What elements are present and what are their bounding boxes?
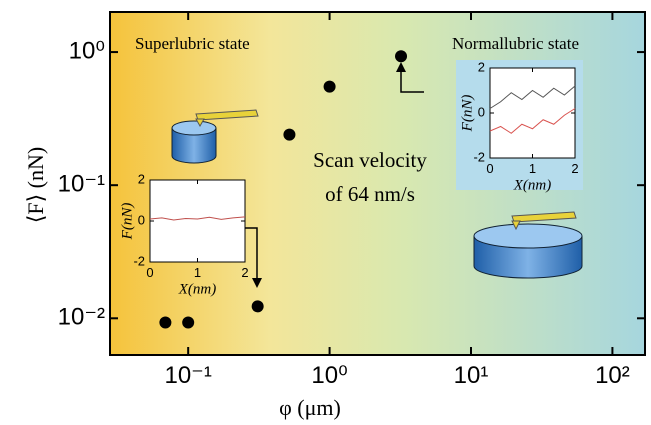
illustrations — [171, 62, 583, 288]
plot-area — [149, 179, 246, 263]
x-axis-label: φ (μm) — [279, 395, 341, 420]
data-point — [283, 128, 296, 141]
y-tick-label: 10⁻² — [58, 304, 105, 331]
x-tick-label: 2 — [571, 161, 578, 176]
x-tick-label: 2 — [241, 265, 248, 280]
trace — [149, 216, 246, 221]
annotation: Superlubric state — [135, 34, 250, 53]
trace — [489, 108, 576, 134]
trace — [489, 85, 576, 109]
x-axis-label: X(nm) — [178, 281, 217, 297]
plot-area — [489, 67, 576, 159]
data-point — [182, 316, 195, 329]
small-cylinder — [171, 128, 217, 164]
annotation: Scan velocity — [313, 148, 427, 172]
arrow-head — [252, 278, 262, 288]
x-axis-label: X(nm) — [513, 177, 552, 193]
annotation: Normallubric state — [452, 34, 579, 53]
arrow — [245, 227, 258, 280]
data-point — [159, 316, 172, 329]
x-tick-label: 10⁰ — [311, 362, 347, 389]
x-tick-label: 10² — [595, 362, 630, 389]
tip — [511, 220, 521, 231]
x-tick-label: 1 — [529, 161, 536, 176]
arrow-head — [396, 62, 406, 72]
data-point — [395, 50, 408, 63]
x-tick-label: 0 — [486, 161, 493, 176]
x-tick-label: 10⁻¹ — [164, 362, 211, 389]
y-tick-label: 2 — [478, 59, 485, 74]
cantilever — [195, 109, 259, 121]
y-tick-label: 10⁻¹ — [58, 171, 105, 198]
x-tick-label: 10¹ — [454, 362, 489, 389]
y-axis-label: F(nN) — [119, 203, 135, 241]
y-axis-label: F(nN) — [459, 95, 475, 133]
small-cylinder-top — [171, 120, 217, 136]
y-axis-label: ⟨F⟩ (nN) — [23, 147, 48, 223]
cantilever — [511, 211, 577, 223]
data-point — [251, 300, 264, 313]
data-point — [323, 80, 336, 93]
large-cylinder-top — [473, 223, 583, 249]
y-tick-label: 2 — [138, 171, 145, 186]
annotation: of 64 nm/s — [325, 182, 415, 206]
y-tick-label: -2 — [133, 253, 145, 268]
x-tick-label: 0 — [146, 265, 153, 280]
y-tick-label: 0 — [478, 104, 485, 119]
y-tick-label: 0 — [138, 212, 145, 227]
tip — [195, 118, 205, 128]
y-tick-label: 10⁰ — [69, 37, 105, 64]
y-tick-label: -2 — [473, 149, 485, 164]
arrow — [400, 70, 424, 93]
x-tick-label: 1 — [194, 265, 201, 280]
